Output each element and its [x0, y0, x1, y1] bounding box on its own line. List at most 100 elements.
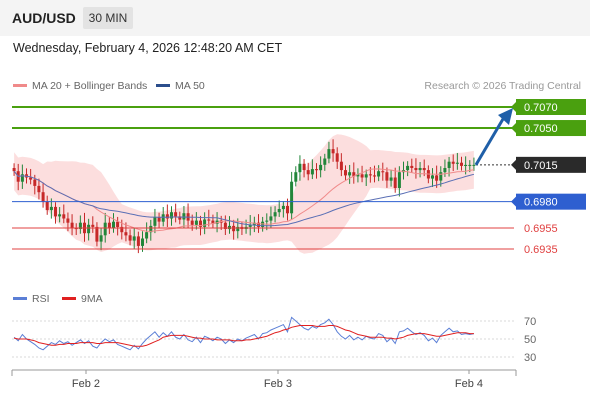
candle-body [352, 172, 356, 177]
ma20-swatch [13, 83, 27, 87]
candle-body [120, 226, 124, 233]
candle-body [397, 172, 401, 188]
candle-body [414, 168, 418, 171]
level-label-0.6935: 0.6935 [524, 244, 558, 256]
candle-body [211, 220, 215, 224]
candle-body [451, 161, 455, 164]
candle-body [281, 205, 285, 210]
level-tag-0.7015 [516, 156, 586, 173]
candle-body [54, 206, 57, 217]
rsi-series-rsi [13, 316, 475, 351]
candle-body [381, 171, 385, 173]
candle-body [232, 225, 236, 232]
candle-body [323, 158, 327, 165]
candle-body [277, 209, 281, 213]
legend-ma50: MA 50 [156, 80, 205, 92]
candle-body [356, 174, 360, 177]
ma50-label: MA 50 [175, 80, 205, 92]
candle-body [74, 228, 78, 230]
candle-body [37, 185, 41, 193]
candle-body [141, 238, 144, 246]
candle-body [393, 177, 397, 188]
rsi-swatch [13, 296, 27, 300]
timeframe-badge[interactable]: 30 MIN [83, 7, 133, 29]
candle-body [62, 214, 66, 219]
candle-body [70, 222, 74, 228]
candle-body [107, 222, 111, 228]
candle-body [443, 168, 447, 173]
candle-body [319, 164, 323, 171]
candle-body [170, 212, 173, 219]
candle-body [364, 174, 368, 178]
level-tag-0.7070 [516, 99, 586, 115]
candle-body [339, 161, 343, 171]
candle-body [132, 236, 136, 241]
candle-body [236, 226, 240, 232]
candle-body [116, 221, 120, 227]
9ma-label: 9MA [81, 293, 103, 305]
candle-body [335, 153, 339, 162]
candle-body [66, 218, 70, 223]
candle-body [87, 224, 91, 234]
currency-pair: AUD/USD [12, 10, 76, 26]
candle-body [174, 212, 178, 217]
candle-body [248, 224, 252, 227]
candle-body [373, 175, 376, 177]
candle-body [199, 220, 202, 227]
candle-body [99, 235, 103, 242]
rsi-tick-label: 70 [524, 316, 536, 328]
level-label-0.7015: 0.7015 [524, 160, 558, 172]
candle-body [360, 174, 364, 178]
candle-body [223, 222, 227, 229]
x-tick-label: Feb 2 [72, 378, 100, 390]
candle-body [418, 168, 422, 171]
candle-body [344, 170, 347, 176]
candle-body [203, 219, 207, 227]
candle-body [377, 171, 381, 177]
legend-ma20: MA 20 + Bollinger Bands [13, 80, 147, 92]
candle-body [58, 214, 62, 217]
level-tag-pointer [511, 123, 516, 134]
candle-body [12, 168, 16, 172]
candle-body [178, 216, 182, 220]
candle-body [128, 235, 132, 241]
candle-body [124, 232, 128, 236]
candle-body [149, 225, 153, 233]
candle-body [33, 179, 37, 186]
candle-body [29, 177, 33, 180]
candle-body [257, 222, 260, 227]
level-tag-pointer [511, 196, 516, 207]
rsi-label: RSI [32, 293, 50, 305]
level-label-0.7070: 0.7070 [524, 102, 558, 114]
credit-text: Research © 2026 Trading Central [424, 80, 581, 92]
level-label-0.7050: 0.7050 [524, 123, 558, 135]
candle-body [165, 214, 169, 219]
candle-body [265, 220, 269, 222]
candle-body [306, 170, 310, 175]
candle-body [439, 172, 443, 181]
candle-body [103, 222, 107, 236]
candle-body [45, 201, 49, 211]
candle-body [302, 163, 306, 171]
candle-body [464, 164, 468, 166]
level-tag-0.6980 [516, 193, 586, 210]
x-tick-label: Feb 3 [264, 378, 292, 390]
candle-body [78, 222, 82, 229]
timestamp: Wednesday, February 4, 2026 12:48:20 AM … [13, 41, 283, 55]
legend-rsi: RSI [13, 293, 50, 305]
candle-body [273, 212, 277, 217]
ma50-swatch [156, 83, 170, 87]
candle-body [460, 162, 463, 166]
candle-body [157, 217, 161, 222]
candle-body [406, 165, 410, 171]
candle-body [145, 232, 149, 239]
rsi-tick-label: 30 [524, 352, 536, 364]
9ma-swatch [62, 296, 76, 300]
candle-body [95, 226, 99, 242]
candle-body [447, 161, 451, 168]
candle-body [368, 174, 372, 176]
candle-body [455, 162, 459, 164]
x-tick-label: Feb 4 [455, 378, 483, 390]
candle-body [422, 168, 426, 171]
